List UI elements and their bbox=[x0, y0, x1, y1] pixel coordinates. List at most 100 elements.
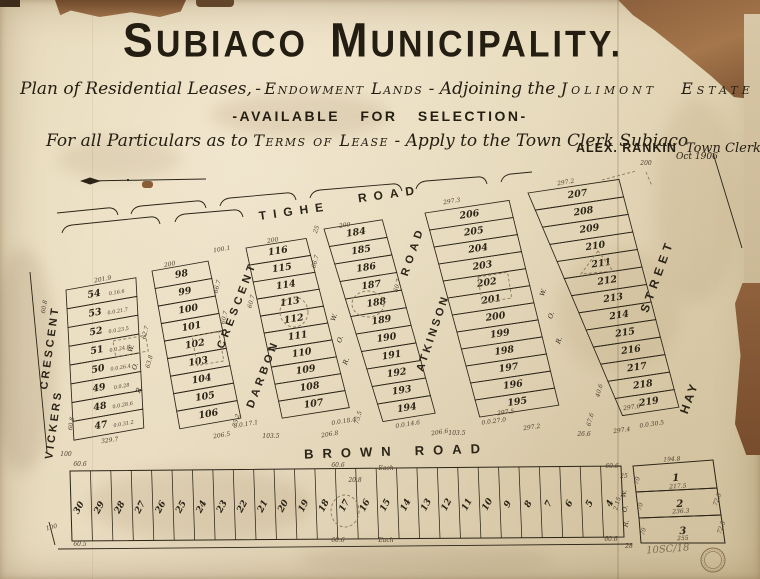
measurement-label: 206.6 bbox=[430, 428, 449, 438]
road-label: ATKINSON bbox=[414, 293, 452, 373]
lot-number: 109 bbox=[295, 363, 317, 377]
measurement-label: 100.1 bbox=[213, 245, 231, 255]
road-boundary-line bbox=[219, 192, 297, 207]
strip-divider bbox=[396, 468, 400, 539]
road-label: ROAD bbox=[414, 441, 489, 459]
measurement-label: 72.5 bbox=[716, 520, 727, 535]
measurement-label: 200 bbox=[338, 221, 352, 230]
pencil-mark bbox=[112, 334, 149, 358]
road-label: ROAD bbox=[399, 224, 427, 277]
road-boundary-line bbox=[48, 521, 56, 546]
lot-number: 210 bbox=[584, 239, 607, 253]
strip-divider bbox=[294, 468, 298, 540]
strip-divider bbox=[518, 466, 523, 538]
lot-number: 13 bbox=[419, 497, 434, 513]
lot-number: 102 bbox=[184, 337, 206, 351]
lot-number: 27 bbox=[133, 499, 149, 516]
measurement-label: 297.2 bbox=[522, 423, 541, 432]
lot-polygon bbox=[176, 400, 242, 430]
row-lane-letter: W. bbox=[538, 287, 548, 297]
lot-number: 11 bbox=[460, 497, 475, 513]
text-fragment: Terms of Lease bbox=[253, 131, 390, 150]
measurement-label: 201.9 bbox=[93, 275, 112, 285]
road-label: CRESCENT bbox=[38, 305, 62, 390]
text-fragment: For all Particulars as to bbox=[46, 131, 254, 151]
road-boundary-line bbox=[500, 171, 533, 183]
lot-number: 108 bbox=[299, 380, 321, 394]
measurement-label: 297.4 bbox=[612, 426, 631, 435]
lot-number: 24 bbox=[194, 499, 209, 516]
strip-divider bbox=[498, 467, 502, 538]
lot-number: 112 bbox=[283, 312, 305, 326]
measurement-label: 75.2 bbox=[231, 413, 241, 428]
road-boundary-line bbox=[415, 176, 488, 190]
road-label: STREET bbox=[637, 237, 677, 314]
measurement-label: 297.2 bbox=[556, 178, 575, 188]
lot-polygon bbox=[638, 514, 726, 544]
text-fragment: Plan of Residential Leases, - bbox=[20, 79, 265, 99]
measurement-label: 63.8 bbox=[144, 354, 154, 369]
lot-number: 104 bbox=[191, 372, 212, 386]
lot-number: 203 bbox=[471, 259, 494, 273]
measurement-label: 75.5 bbox=[353, 410, 363, 425]
lot-number: 2 bbox=[675, 499, 684, 510]
road-label: HAY bbox=[677, 380, 702, 416]
lot-number: 23 bbox=[215, 499, 230, 516]
lot-number: 12 bbox=[440, 497, 455, 513]
lot-number: 19 bbox=[297, 498, 312, 514]
measurement-label: 70 bbox=[636, 502, 645, 511]
row-lane-letter: R. bbox=[341, 357, 351, 367]
pencil-mark bbox=[645, 171, 653, 187]
lot-polygon bbox=[376, 395, 436, 422]
lot-number: 52 bbox=[89, 325, 104, 338]
measurement-label: 2.15 bbox=[612, 496, 623, 512]
lot-number: 195 bbox=[507, 395, 529, 409]
scale-arrow-tick bbox=[126, 178, 130, 182]
lot-number: 114 bbox=[275, 278, 296, 292]
measurement-label: 206.8 bbox=[320, 430, 339, 440]
measurement-label: 0.0.14.6 bbox=[395, 419, 421, 430]
lot-polygon bbox=[474, 387, 560, 418]
measurement-label: 103.5 bbox=[262, 433, 279, 440]
clerk-name: ALEX. RANKIN bbox=[576, 141, 677, 155]
strip-divider bbox=[436, 467, 441, 539]
row-lane-letter: O. bbox=[130, 362, 140, 371]
measurement-label: 60.6 bbox=[604, 536, 618, 543]
lot-number: 14 bbox=[399, 497, 414, 513]
measurement-label: 60.7 bbox=[246, 294, 256, 309]
measurement-label: 0.0.17.1 bbox=[233, 419, 259, 430]
lot-number: 103 bbox=[188, 355, 210, 369]
measurement-label: 60.7 bbox=[392, 278, 402, 293]
lot-number: 188 bbox=[366, 296, 388, 310]
measurement-label: 200 bbox=[266, 236, 280, 245]
lot-number: 215 bbox=[614, 326, 637, 340]
measurement-label: 236.3 bbox=[671, 508, 690, 516]
strip-divider bbox=[559, 466, 564, 538]
lot-number: 6 bbox=[564, 498, 576, 509]
measurement-label: 0.0.30.5 bbox=[639, 419, 665, 429]
strip-divider bbox=[212, 469, 216, 540]
measurement-label: 217.5 bbox=[668, 483, 687, 491]
lot-number: 53 bbox=[88, 306, 103, 319]
clerk-date: Oct 1906 bbox=[676, 152, 718, 162]
strip-divider bbox=[416, 467, 420, 539]
lot-number: 25 bbox=[174, 499, 189, 516]
lot-number: 205 bbox=[462, 225, 485, 239]
strip-divider bbox=[151, 470, 155, 541]
scale-arrow-head bbox=[80, 177, 101, 185]
text-fragment: Estate bbox=[657, 79, 754, 98]
road-boundary-line bbox=[57, 543, 633, 550]
stamp-icon bbox=[704, 551, 722, 569]
lot-number: 105 bbox=[194, 390, 216, 404]
lot-number: 216 bbox=[619, 343, 642, 357]
row-lane-letter: R. bbox=[554, 336, 564, 346]
lot-number: 192 bbox=[386, 366, 408, 380]
lot-number: 50 bbox=[91, 363, 106, 376]
row-lane-letter: W. bbox=[126, 343, 136, 353]
measurement-label: 255 bbox=[676, 535, 689, 543]
title-word: MUNICIPALITY. bbox=[330, 12, 624, 68]
lot-number: 26 bbox=[153, 499, 169, 516]
lot-number: 49 bbox=[92, 381, 107, 394]
